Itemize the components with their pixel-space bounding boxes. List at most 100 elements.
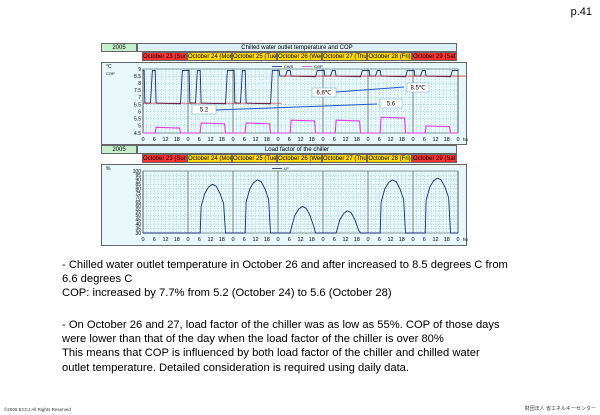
x-tick-label: 18 [219, 237, 225, 243]
x-tick-label: 6 [423, 137, 426, 143]
y-tick-label: 100 [133, 169, 142, 175]
y-tick-label: 70 [135, 195, 141, 201]
x-tick-label: 0 [186, 237, 189, 243]
day-cell: October 28 (Fri) [367, 52, 412, 61]
day-cell: October 25 (Tue) [232, 154, 277, 163]
x-tick-label: 12 [207, 237, 213, 243]
arrow-temp-increase [335, 86, 405, 93]
x-tick-label: 18 [219, 137, 225, 143]
day-cell: October 28 (Fri) [367, 154, 412, 163]
chart1-year: 2005 [101, 43, 137, 52]
y-tick-label: 50 [135, 213, 141, 219]
day-cell: October 26 (Wed) [277, 154, 322, 163]
legend-lf-label: LF [284, 166, 289, 171]
x-tick-label: 12 [297, 137, 303, 143]
bullet-line: - On October 26 and 27, load factor of t… [62, 319, 500, 331]
y-tick-label: 8.5 [134, 74, 141, 80]
x-tick-label: 0 [366, 137, 369, 143]
x-tick-label: 0 [231, 237, 234, 243]
y-tick-label: 6 [138, 109, 141, 115]
x-tick-label: 12 [432, 137, 438, 143]
x-tick-label: 0 [276, 137, 279, 143]
chart1-day-row: October 23 (Sun) October 24 (Mon) October … [142, 52, 457, 61]
chart1-title-row: 2005 Chilled water outlet temperature an… [101, 43, 457, 52]
y-tick-label: 35 [135, 226, 141, 232]
chart1-panel: 9 8.5 8 7.5 7 6.5 6 5.5 5 4.5 0 6 12 18 0 6 12 18 0 6 12 18 0 6… [101, 62, 473, 145]
day-cell: October 27 (Thu) [322, 52, 367, 61]
page-number: p.41 [570, 6, 592, 18]
chart2-panel: 100 95 90 85 80 75 70 65 60 55 50 45 40 35 30 0 6 12 18 0 6 1… [101, 164, 473, 246]
y-tick-label: 5 [138, 124, 141, 130]
x-tick-label: 18 [264, 237, 270, 243]
y-tick-label: 75 [135, 191, 141, 197]
x-tick-label: 12 [432, 237, 438, 243]
y-axis-unit: °C [106, 64, 112, 70]
x-tick-label: 18 [309, 237, 315, 243]
y-tick-label: 90 [135, 178, 141, 184]
x-tick-label: 0 [141, 237, 144, 243]
y-axis-unit: % [106, 166, 111, 172]
annotation-8-5c-box [406, 82, 430, 93]
y-tick-label: 6.5 [134, 102, 141, 108]
x-tick-label: 0 [141, 137, 144, 143]
y-tick-label: 45 [135, 218, 141, 224]
y-tick-label: 80 [135, 187, 141, 193]
chart2-title-row: 2005 Load factor of the chiller [101, 145, 457, 154]
x-tick-label: 12 [342, 237, 348, 243]
x-tick-label: 0 [411, 237, 414, 243]
x-tick-label: 12 [162, 137, 168, 143]
legend-cop-label: COP [314, 64, 323, 69]
day-cell: October 25 (Tue) [232, 52, 277, 61]
chart1-title: Chilled water outlet temperature and COP [137, 43, 457, 52]
y-tick-label: 60 [135, 204, 141, 210]
y-tick-label: 30 [135, 231, 141, 237]
y-tick-label: 55 [135, 209, 141, 215]
x-tick-label: 12 [207, 137, 213, 143]
annotation-8-5c: 8.5℃ [410, 86, 425, 92]
y-tick-label: 40 [135, 222, 141, 228]
x-tick-label: 18 [309, 137, 315, 143]
y-tick-label: 8 [138, 81, 141, 87]
annotation-6-6c: 6.6℃ [316, 91, 331, 97]
x-tick-label: 18 [399, 137, 405, 143]
day-cell: October 29 (Sat) [412, 154, 457, 163]
x-tick-label: 12 [252, 137, 258, 143]
y-tick-label: 85 [135, 182, 141, 188]
x-tick-label: 12 [297, 237, 303, 243]
chart2-year: 2005 [101, 145, 137, 154]
y-axis-cop-label: COP [106, 71, 115, 76]
y-tick-label: 9 [138, 67, 141, 73]
copyright-footer: ©2008 ECCJ All Rights Reserved [4, 407, 71, 412]
x-tick-label: 18 [264, 137, 270, 143]
x-tick-label: 0 [276, 237, 279, 243]
annotation-6-6c-box [311, 87, 337, 98]
x-tick-label: 6 [423, 237, 426, 243]
y-tick-label: 7.5 [134, 88, 141, 94]
annotation-5-6-box [379, 98, 403, 109]
x-tick-label: 0 [186, 137, 189, 143]
cws-series-line [143, 69, 458, 105]
x-tick-label: 6 [378, 237, 381, 243]
x-tick-label: 6 [153, 237, 156, 243]
bullet-line: outlet temperature. Detailed considerati… [62, 361, 410, 374]
x-tick-label: 12 [387, 237, 393, 243]
day-cell: October 23 (Sun) [142, 154, 187, 163]
x-tick-label: 6 [153, 137, 156, 143]
x-tick-label: 0 [366, 237, 369, 243]
bullet-line: - Chilled water outlet temperature in Oc… [62, 259, 508, 271]
x-tick-label: 0 [321, 137, 324, 143]
x-tick-label: 6 [378, 137, 381, 143]
day-cell: October 24 (Mon) [187, 52, 232, 61]
y-tick-label: 65 [135, 200, 141, 206]
x-tick-label: 6 [288, 137, 291, 143]
x-tick-label: 6 [333, 137, 336, 143]
x-axis-unit: hour [463, 137, 468, 142]
x-tick-label: 0 [231, 137, 234, 143]
annotation-5-2: 5.2 [200, 108, 209, 114]
x-tick-label: 18 [399, 237, 405, 243]
x-tick-label: 18 [174, 137, 180, 143]
x-tick-label: 12 [162, 237, 168, 243]
day-cell: October 24 (Mon) [187, 154, 232, 163]
x-tick-label: 18 [444, 137, 450, 143]
